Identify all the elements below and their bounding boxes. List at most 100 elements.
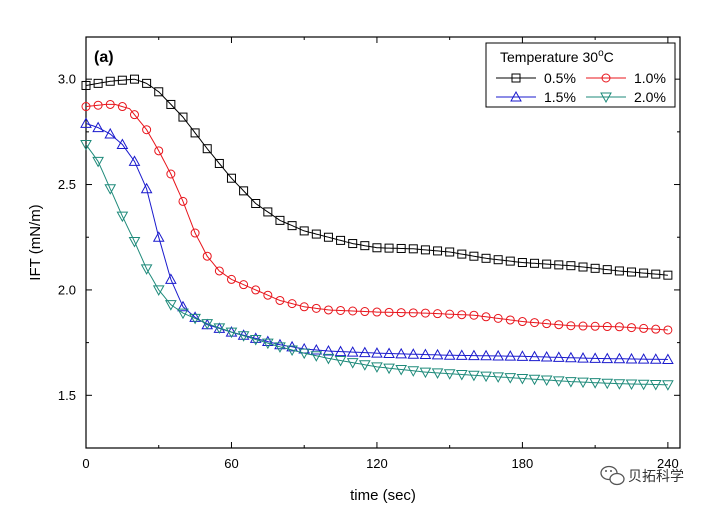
data-point bbox=[662, 353, 674, 364]
legend-label: 1.5% bbox=[544, 89, 576, 105]
data-point bbox=[589, 352, 601, 363]
data-point bbox=[214, 266, 224, 276]
data-point bbox=[80, 139, 92, 151]
data-point bbox=[407, 366, 420, 377]
data-point bbox=[505, 256, 515, 266]
data-point bbox=[202, 144, 212, 154]
legend-label: 0.5% bbox=[544, 70, 576, 86]
data-point bbox=[189, 313, 201, 325]
data-point bbox=[542, 319, 552, 329]
data-point bbox=[649, 353, 662, 364]
data-point bbox=[348, 239, 358, 249]
data-point bbox=[298, 348, 311, 360]
legend-box bbox=[485, 42, 676, 108]
legend-title: Temperature 30oC bbox=[500, 48, 614, 65]
data-point bbox=[492, 349, 505, 361]
data-point bbox=[431, 368, 444, 379]
data-point bbox=[577, 352, 589, 363]
data-point bbox=[552, 376, 565, 387]
data-point bbox=[152, 231, 165, 242]
data-point bbox=[178, 112, 188, 122]
data-point bbox=[481, 312, 491, 322]
data-point bbox=[322, 345, 335, 356]
legend-marker bbox=[510, 90, 522, 102]
data-point bbox=[237, 331, 250, 342]
data-point bbox=[348, 306, 358, 316]
x-tick-label: 60 bbox=[224, 456, 238, 471]
data-point bbox=[651, 324, 661, 334]
data-point bbox=[517, 317, 527, 327]
data-point bbox=[408, 244, 418, 254]
data-point bbox=[577, 377, 589, 389]
data-point bbox=[469, 251, 479, 261]
data-point bbox=[649, 380, 662, 391]
data-point bbox=[408, 308, 418, 318]
data-point bbox=[445, 247, 455, 257]
data-point bbox=[275, 295, 285, 305]
x-tick-label: 120 bbox=[366, 456, 388, 471]
data-point bbox=[637, 379, 650, 391]
data-point bbox=[128, 236, 141, 248]
legend: Temperature 30oC 0.5% 1.0% 1.5% 2.0% bbox=[485, 42, 676, 108]
data-point bbox=[540, 375, 553, 387]
data-point bbox=[372, 243, 382, 253]
data-point bbox=[639, 323, 649, 333]
data-point bbox=[565, 351, 577, 363]
data-point bbox=[493, 313, 503, 323]
data-point bbox=[384, 307, 394, 317]
data-point bbox=[275, 215, 285, 225]
data-point bbox=[530, 318, 540, 328]
data-point bbox=[251, 199, 261, 209]
data-point bbox=[419, 348, 432, 360]
watermark: 贝拓科学 bbox=[600, 465, 684, 486]
data-point bbox=[457, 249, 467, 259]
data-point bbox=[263, 207, 273, 217]
data-point bbox=[346, 346, 359, 357]
legend-label: 1.0% bbox=[634, 70, 666, 86]
data-point bbox=[383, 347, 395, 359]
data-point bbox=[542, 259, 552, 269]
series-line bbox=[85, 122, 668, 360]
legend-marker bbox=[511, 73, 521, 83]
data-point bbox=[251, 285, 261, 295]
data-point bbox=[601, 352, 614, 364]
y-axis-title: IFT (mN/m) bbox=[27, 204, 44, 280]
legend-entries: 0.5% 1.0% 1.5% 2.0% bbox=[496, 70, 666, 105]
data-point bbox=[166, 169, 176, 179]
data-point bbox=[505, 315, 515, 325]
data-point bbox=[663, 270, 673, 280]
data-point bbox=[625, 352, 638, 364]
data-point bbox=[566, 261, 576, 271]
legend-entry: 1.0% bbox=[586, 70, 666, 86]
data-point bbox=[492, 372, 505, 383]
data-point bbox=[578, 262, 588, 272]
data-point bbox=[190, 128, 200, 138]
series-circle bbox=[81, 99, 673, 335]
y-tick-label: 2.0 bbox=[58, 282, 76, 297]
data-point bbox=[286, 345, 298, 357]
data-point bbox=[589, 378, 601, 389]
data-point bbox=[287, 299, 297, 309]
legend-marker bbox=[600, 92, 612, 104]
data-point bbox=[663, 325, 673, 335]
data-point bbox=[528, 374, 541, 386]
data-point bbox=[360, 241, 370, 251]
y-tick-label: 1.5 bbox=[58, 388, 76, 403]
data-point bbox=[214, 158, 224, 168]
data-point bbox=[154, 87, 164, 97]
data-point bbox=[166, 99, 176, 109]
data-point bbox=[334, 356, 347, 367]
series-triangle-down bbox=[80, 139, 674, 391]
data-point bbox=[274, 338, 286, 350]
data-point bbox=[383, 363, 395, 375]
data-point bbox=[177, 300, 189, 312]
series-line bbox=[85, 103, 668, 331]
legend-entry: 0.5% bbox=[496, 70, 576, 86]
data-point bbox=[540, 350, 553, 362]
axis-ticks bbox=[85, 37, 680, 449]
data-point bbox=[239, 280, 249, 290]
data-point bbox=[81, 80, 91, 90]
data-point bbox=[129, 110, 139, 120]
data-point bbox=[299, 302, 309, 312]
